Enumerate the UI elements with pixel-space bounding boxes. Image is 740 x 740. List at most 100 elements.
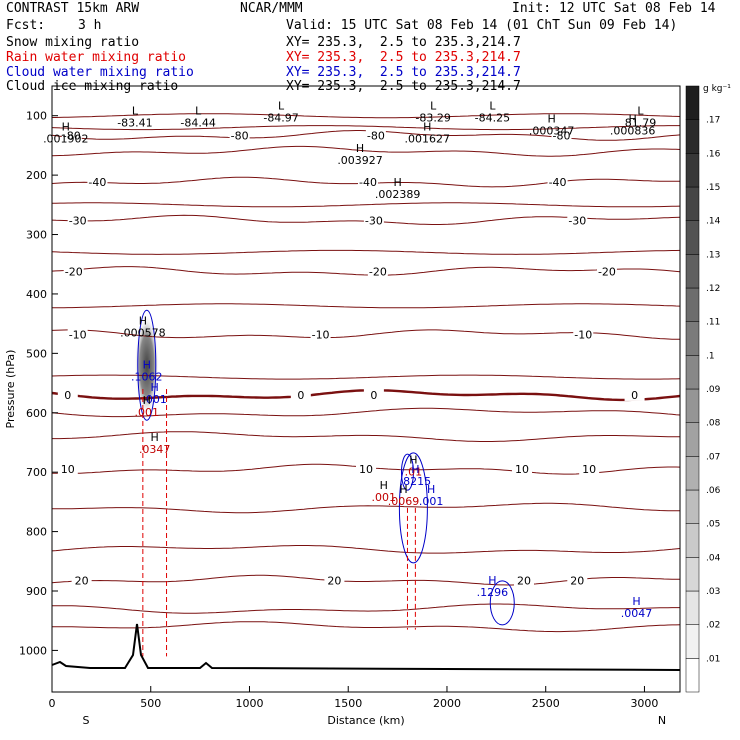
plot-frame xyxy=(51,85,681,693)
center-title: NCAR/MMM xyxy=(240,1,303,16)
extremum-type: L xyxy=(637,105,644,118)
extremum-value: .001 xyxy=(142,393,167,406)
extremum-type: H xyxy=(399,483,407,496)
isotherm-line xyxy=(51,202,681,208)
y-tick-label: 1000 xyxy=(19,644,47,657)
extremum-value: -84.25 xyxy=(475,111,510,124)
isotherm-line xyxy=(52,502,680,514)
isotherm-label: -10 xyxy=(69,328,87,341)
colorbar-swatch xyxy=(685,153,700,188)
extremum-type: H xyxy=(62,121,70,134)
colorbar-label: .12 xyxy=(706,284,720,294)
extremum-type: H xyxy=(143,394,151,407)
x-tick-label: 1500 xyxy=(334,697,362,710)
extremum-type: H xyxy=(547,112,555,125)
colorbar-label: .01 xyxy=(706,654,720,664)
isotherm-label: 10 xyxy=(359,463,373,476)
extremum-value: -83.29 xyxy=(415,111,450,124)
isotherm-label: 0 xyxy=(370,389,377,402)
extremum-type: H xyxy=(380,479,388,492)
isotherm-label: 0 xyxy=(297,389,304,402)
isotherm-label: -40 xyxy=(88,176,106,189)
isotherm-line xyxy=(52,113,681,119)
left-end-label: S xyxy=(83,714,90,727)
colorbar-label: .03 xyxy=(706,587,720,597)
extremum-value: .0047 xyxy=(621,607,653,620)
colorbar-swatch xyxy=(685,523,700,558)
cloud-water-contour xyxy=(398,452,428,564)
isotherm-label: -80 xyxy=(553,129,571,142)
colorbar-swatch xyxy=(685,456,700,491)
colorbar-swatch xyxy=(685,489,700,524)
colorbar-label: .1 xyxy=(706,351,715,361)
cloud-water-contour xyxy=(400,453,414,491)
isotherm-label: 10 xyxy=(61,463,75,476)
extremum-type: H xyxy=(632,595,640,608)
x-tick-label: 0 xyxy=(49,697,56,710)
snow-shading xyxy=(134,315,159,416)
y-tick-label: 200 xyxy=(26,169,47,182)
model-title: CONTRAST 15km ARW xyxy=(6,1,140,16)
fcst-value: 3 h xyxy=(78,18,102,33)
colorbar-swatch xyxy=(685,388,700,423)
colorbar-label: .09 xyxy=(706,385,721,395)
isotherm-label: -40 xyxy=(549,176,567,189)
extremum-type: H xyxy=(423,121,431,134)
isotherm-line xyxy=(51,407,681,418)
extremum-value: -83.41 xyxy=(117,117,152,130)
isotherm-line xyxy=(52,303,681,309)
extremum-value: .000347 xyxy=(529,124,575,137)
isotherm-label: 20 xyxy=(75,574,89,587)
y-tick-label: 400 xyxy=(26,288,47,301)
isotherm-line xyxy=(52,621,681,633)
colorbar-swatch xyxy=(685,422,700,457)
right-end-label: N xyxy=(658,714,666,727)
x-tick-label: 2500 xyxy=(532,697,560,710)
colorbar-label: .13 xyxy=(706,250,720,260)
colorbar-swatch xyxy=(685,321,700,356)
colorbar-swatch xyxy=(685,590,700,625)
colorbar-swatch xyxy=(685,220,700,255)
y-axis-label: Pressure (hPa) xyxy=(4,350,17,429)
colorbar-label: .08 xyxy=(706,419,721,429)
extremum-value: -84.44 xyxy=(180,117,215,130)
isotherm-label: -30 xyxy=(69,214,87,227)
colorbar-label: .06 xyxy=(706,486,721,496)
isotherm-line xyxy=(51,125,680,131)
extremum-value: .001 xyxy=(135,406,160,419)
colorbar-swatch xyxy=(685,254,700,289)
x-tick-label: 500 xyxy=(140,697,161,710)
extremum-type: H xyxy=(411,463,419,476)
x-axis-label: Distance (km) xyxy=(327,714,404,727)
isotherm-label: 0 xyxy=(631,389,638,402)
colorbar-label: .07 xyxy=(706,452,720,462)
y-tick-label: 100 xyxy=(26,110,47,123)
extremum-value: .001627 xyxy=(404,133,450,146)
extremum-type: L xyxy=(430,99,437,112)
isotherm-label: -10 xyxy=(574,328,592,341)
isotherm-line xyxy=(52,603,680,614)
extremum-value: .001 xyxy=(419,495,444,508)
isotherm-label: 0 xyxy=(64,389,71,402)
extremum-value: .000578 xyxy=(120,326,166,339)
colorbar-label: .15 xyxy=(706,183,720,193)
extremum-value: .003927 xyxy=(337,154,383,167)
isotherm-line xyxy=(51,249,681,255)
colorbar-swatch xyxy=(685,557,700,592)
field-name-rain: Rain water mixing ratio xyxy=(6,50,187,65)
extremum-value: .0069 xyxy=(388,495,420,508)
isotherm-label: 20 xyxy=(327,574,341,587)
extremum-type: H xyxy=(488,574,496,587)
terrain-line xyxy=(51,623,681,671)
y-tick-label: 500 xyxy=(26,347,47,360)
colorbar-swatch xyxy=(685,624,700,659)
field-name-snow: Snow mixing ratio xyxy=(6,35,140,50)
extremum-value: .01 xyxy=(405,465,423,478)
valid-time: Valid: 15 UTC Sat 08 Feb 14 (01 ChT Sun … xyxy=(286,18,678,33)
isotherm-label: -30 xyxy=(568,214,586,227)
x-tick-label: 3000 xyxy=(630,697,658,710)
colorbar-label: .14 xyxy=(706,217,721,227)
isotherm-label: -20 xyxy=(369,265,387,278)
isotherm-label: -30 xyxy=(365,214,383,227)
extremum-type: H xyxy=(393,176,401,189)
